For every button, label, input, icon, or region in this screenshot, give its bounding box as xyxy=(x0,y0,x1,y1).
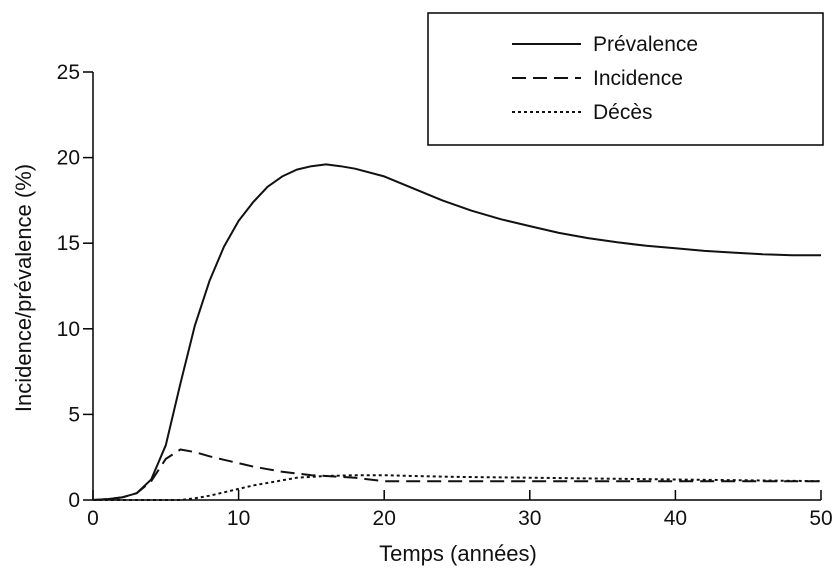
series-line-décès xyxy=(93,474,822,501)
y-tick-label: 10 xyxy=(57,318,80,341)
y-axis-title: Incidence/prévalence (%) xyxy=(11,164,36,412)
series-line-incidence xyxy=(92,448,821,501)
legend-label: Décès xyxy=(593,101,653,124)
series-line-prévalence xyxy=(92,163,821,501)
x-tick-label: 30 xyxy=(518,507,541,530)
x-tick-label: 10 xyxy=(227,507,250,530)
x-tick-label: 0 xyxy=(87,507,99,530)
y-tick-label: 5 xyxy=(68,403,80,426)
y-tick-label: 15 xyxy=(57,232,80,255)
legend-label: Prévalence xyxy=(593,33,698,56)
x-tick-label: 20 xyxy=(373,507,396,530)
x-axis-title: Temps (années) xyxy=(379,541,537,566)
y-tick-label: 20 xyxy=(57,147,80,170)
legend: Prévalence Incidence Décès xyxy=(427,12,824,146)
y-tick-label: 0 xyxy=(68,489,80,512)
x-tick-label: 40 xyxy=(664,507,687,530)
x-tick-label: 50 xyxy=(809,507,832,530)
axes: 0 5 10 15 20 25 0 10 20 30 40 50 xyxy=(57,61,833,530)
legend-box xyxy=(427,12,824,146)
series-layer xyxy=(92,163,822,501)
legend-label: Incidence xyxy=(593,67,683,90)
y-tick-label: 25 xyxy=(57,61,80,84)
